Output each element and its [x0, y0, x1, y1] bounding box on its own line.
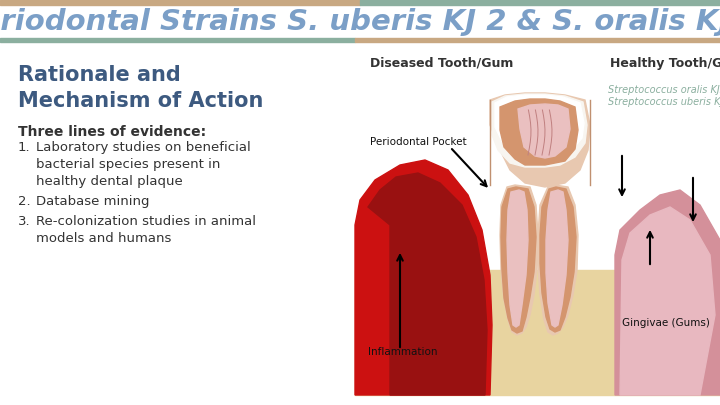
Text: 1.: 1. — [18, 141, 31, 154]
Polygon shape — [495, 95, 584, 159]
Polygon shape — [546, 190, 568, 327]
Text: Laboratory studies on beneficial
bacterial species present in
healthy dental pla: Laboratory studies on beneficial bacteri… — [36, 141, 251, 188]
Text: Re-colonization studies in animal
models and humans: Re-colonization studies in animal models… — [36, 215, 256, 245]
Polygon shape — [500, 99, 578, 165]
Text: Diseased Tooth/Gum: Diseased Tooth/Gum — [370, 57, 513, 70]
Text: 3.: 3. — [18, 215, 31, 228]
Polygon shape — [507, 190, 528, 327]
Text: Periodontal Strains S. uberis KJ 2 & S. oralis KJ 3: Periodontal Strains S. uberis KJ 2 & S. … — [0, 8, 720, 36]
Bar — [355, 38, 720, 42]
Polygon shape — [518, 104, 570, 158]
Bar — [355, 270, 720, 395]
Polygon shape — [615, 190, 720, 395]
Polygon shape — [490, 93, 590, 187]
Polygon shape — [368, 173, 487, 395]
Polygon shape — [355, 160, 492, 395]
Polygon shape — [500, 185, 538, 335]
Text: Healthy Tooth/Gum: Healthy Tooth/Gum — [610, 57, 720, 70]
Bar — [0, 0, 360, 5]
Bar — [360, 0, 720, 5]
Polygon shape — [501, 187, 536, 333]
Polygon shape — [620, 207, 715, 395]
Text: Rationale and
Mechanism of Action: Rationale and Mechanism of Action — [18, 65, 264, 111]
Text: Three lines of evidence:: Three lines of evidence: — [18, 125, 206, 139]
Polygon shape — [492, 94, 587, 167]
Text: Database mining: Database mining — [36, 195, 150, 208]
Polygon shape — [540, 187, 576, 332]
Polygon shape — [538, 185, 578, 335]
Bar — [0, 38, 355, 42]
Text: Periodontal Pocket: Periodontal Pocket — [370, 137, 467, 147]
Text: Streptococcus oralis KJ3® &
Streptococcus uberis KJ2®: Streptococcus oralis KJ3® & Streptococcu… — [608, 85, 720, 107]
Text: Gingivae (Gums): Gingivae (Gums) — [622, 318, 710, 328]
Text: 2.: 2. — [18, 195, 31, 208]
Text: Inflammation: Inflammation — [368, 347, 438, 357]
